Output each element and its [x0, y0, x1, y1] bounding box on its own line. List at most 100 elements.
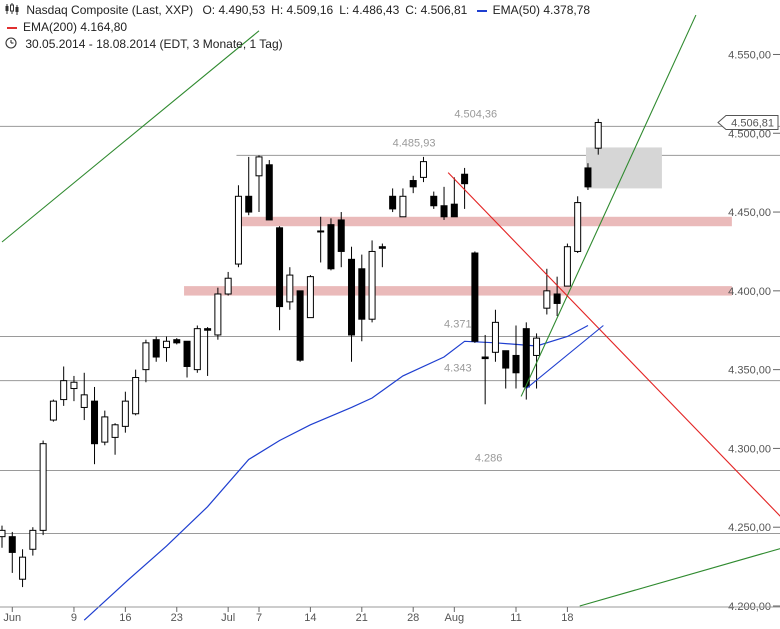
candle-29: [296, 290, 304, 362]
candle-body-9: [91, 400, 99, 445]
candle-body-27: [276, 227, 284, 308]
chart-title: Nasdaq Composite (Last, XXP): [26, 3, 194, 17]
candle-42: [430, 191, 438, 209]
candle-body-2: [19, 556, 27, 580]
ema50-curve: [83, 324, 589, 621]
candle-body-46: [471, 252, 479, 342]
candle-body-8: [80, 394, 88, 408]
trendline-1: [520, 14, 697, 397]
date-range: 30.05.2014 - 18.08.2014 (EDT, 3 Monate, …: [25, 37, 283, 51]
candle-body-57: [584, 167, 592, 188]
x-tick-label-6: 14: [304, 612, 316, 624]
candle-body-28: [286, 274, 294, 303]
candle-body-31: [317, 230, 325, 233]
candle-32: [327, 218, 335, 271]
candle-34: [348, 246, 356, 362]
candle-body-0: [0, 529, 6, 538]
candle-49: [502, 350, 510, 389]
candle-body-18: [183, 340, 191, 367]
candle-41: [419, 156, 427, 183]
candle-18: [183, 340, 191, 378]
chart-header: Nasdaq Composite (Last, XXP) O: 4.490,53…: [5, 3, 590, 17]
candle-body-47: [481, 356, 489, 360]
candle-22: [224, 271, 232, 296]
candles: [0, 118, 602, 588]
ema200-label: EMA(200): [23, 20, 78, 34]
x-tick-label-0: Jun: [3, 612, 21, 624]
x-tick-label-2: 16: [119, 612, 131, 624]
candle-body-37: [378, 246, 386, 249]
candle-body-41: [419, 161, 427, 178]
candle-body-24: [245, 195, 253, 213]
candle-35: [358, 254, 366, 342]
candle-39: [399, 188, 407, 218]
candle-17: [173, 338, 181, 345]
last-price-label: 4.506,81: [731, 118, 774, 130]
candle-1: [8, 531, 16, 573]
candle-body-49: [502, 350, 510, 369]
ema50-swatch: [476, 9, 487, 12]
candle-body-20: [204, 328, 212, 331]
candle-body-58: [594, 122, 602, 149]
candlestick-icon: [5, 3, 26, 17]
y-tick-label-7: 4.550,00: [728, 49, 771, 61]
level-label-2: 4.371: [444, 319, 472, 331]
candle-21: [214, 287, 222, 340]
price-level-lines: 4.504,36 4.485,93 4.371 4.343 4.286: [0, 108, 780, 535]
candle-15: [152, 336, 160, 362]
candle-23: [234, 185, 242, 268]
gap-box: [585, 147, 662, 189]
candle-57: [584, 163, 592, 190]
candle-body-6: [60, 380, 68, 401]
candle-56: [574, 196, 582, 254]
candle-47: [481, 334, 489, 405]
candle-6: [60, 366, 68, 406]
candle-body-53: [543, 290, 551, 309]
x-tick-label-10: 11: [510, 612, 521, 624]
x-tick-label-4: Jul: [221, 612, 235, 624]
last-price-box: [717, 115, 779, 131]
candle-body-32: [327, 224, 335, 270]
candle-body-11: [111, 424, 119, 438]
candle-body-36: [368, 250, 376, 320]
candle-12: [121, 391, 129, 433]
candle-27: [276, 226, 284, 331]
candle-body-54: [553, 293, 561, 304]
candle-33: [337, 212, 345, 268]
candle-31: [317, 216, 325, 263]
candle-body-19: [193, 328, 201, 371]
ema200-legend: EMA(200) 4.164,80: [5, 20, 127, 34]
x-tick-label-9: Aug: [445, 612, 465, 624]
candle-10: [101, 410, 109, 446]
candle-body-33: [337, 219, 345, 252]
y-tick-label-5: 4.450,00: [728, 207, 771, 219]
candle-2: [19, 549, 27, 588]
y-tick-label-4: 4.400,00: [728, 286, 771, 298]
candle-body-23: [234, 195, 242, 265]
ohlc-values: O: 4.490,53 H: 4.509,16 L: 4.486,43 C: 4.50…: [196, 3, 467, 17]
last-price-marker: 4.506,81: [717, 115, 779, 131]
candle-body-52: [533, 337, 541, 356]
candle-body-35: [358, 268, 366, 320]
candle-50: [512, 325, 520, 389]
ohlc-3: C: 4.506,81: [405, 3, 468, 17]
candle-52: [533, 333, 541, 389]
candle-body-56: [574, 202, 582, 252]
candle-58: [594, 118, 602, 155]
candle-body-30: [306, 276, 314, 319]
candle-body-40: [409, 180, 417, 188]
candle-body-50: [512, 354, 520, 374]
candle-body-25: [255, 156, 263, 177]
candle-26: [265, 160, 273, 221]
x-tick-label-5: 7: [256, 612, 262, 624]
candle-13: [132, 369, 140, 416]
candle-body-7: [70, 381, 78, 390]
candle-body-17: [173, 339, 181, 344]
ema50-label: EMA(50): [492, 3, 540, 17]
candle-24: [245, 156, 253, 216]
candle-body-44: [450, 203, 458, 218]
x-tick-label-1: 9: [71, 612, 77, 624]
candle-36: [368, 240, 376, 323]
candle-55: [563, 243, 571, 287]
candle-11: [111, 423, 119, 455]
